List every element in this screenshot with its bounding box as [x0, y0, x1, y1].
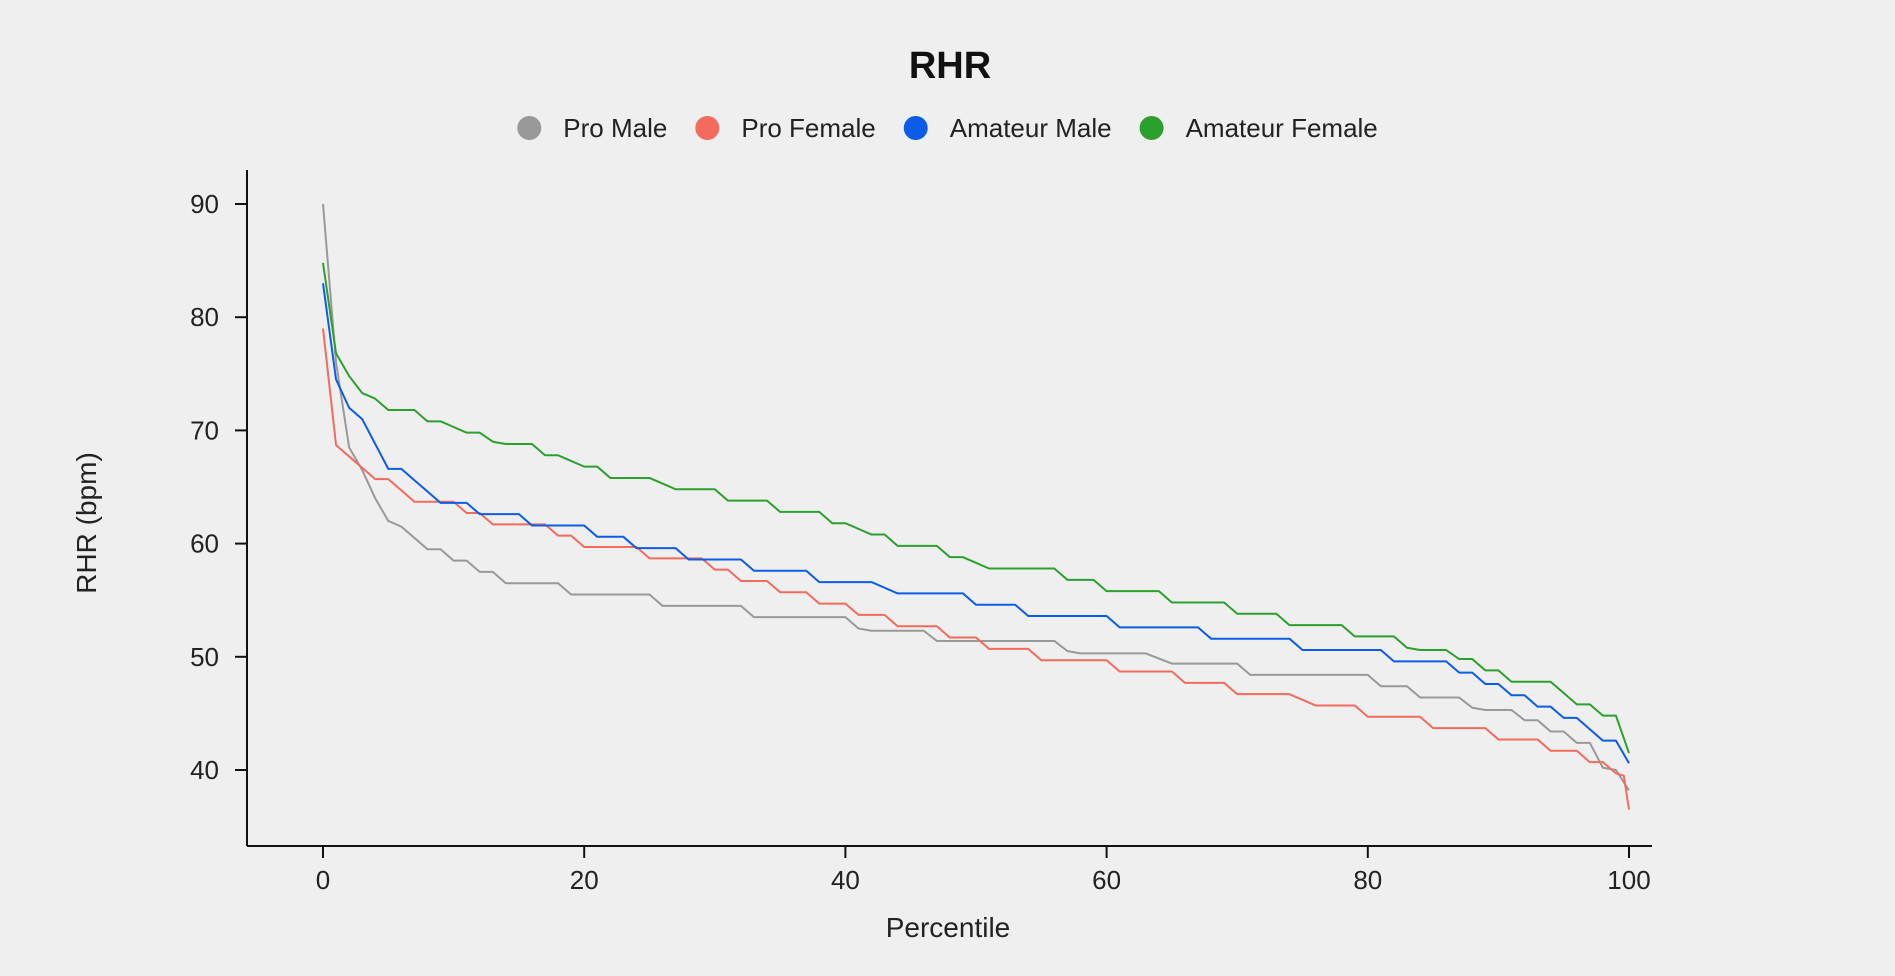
legend-label: Amateur Male: [950, 113, 1112, 143]
y-axis-label: RHR (bpm): [71, 452, 102, 594]
legend-marker: [1139, 116, 1164, 140]
series-lines: [322, 203, 1630, 810]
x-axis-label: Percentile: [886, 912, 1011, 943]
x-tick-label: 80: [1353, 865, 1382, 895]
legend-item: Pro Male: [517, 113, 667, 143]
y-tick-label: 50: [190, 642, 219, 672]
y-tick-label: 40: [190, 755, 219, 785]
legend-marker: [903, 116, 928, 140]
x-tick-label: 40: [831, 865, 860, 895]
legend-label: Pro Male: [563, 113, 667, 143]
series-line-pro-male: [322, 203, 1630, 791]
axes: [246, 170, 1652, 847]
legend-item: Pro Female: [695, 113, 876, 143]
legend-item: Amateur Female: [1139, 113, 1378, 143]
series-line-amateur-female: [322, 262, 1630, 754]
x-tick-label: 60: [1092, 865, 1121, 895]
x-tick-label: 100: [1607, 865, 1650, 895]
chart-legend: Pro Male Pro Female Amateur Male Amateur Fe…: [517, 113, 1378, 143]
legend-marker: [517, 116, 542, 140]
y-tick-label: 70: [190, 415, 219, 445]
legend-label: Amateur Female: [1186, 113, 1378, 143]
x-tick-label: 20: [570, 865, 599, 895]
y-tick-label: 90: [190, 189, 219, 219]
series-line-pro-female: [322, 328, 1630, 810]
legend-item: Amateur Male: [903, 113, 1112, 143]
x-tick-label: 0: [316, 865, 330, 895]
x-axis-ticks: 0 20 40 60 80 100: [316, 846, 1651, 895]
y-tick-label: 60: [190, 529, 219, 559]
series-line-amateur-male: [322, 283, 1630, 764]
chart-title: RHR: [909, 45, 991, 87]
legend-marker: [695, 116, 720, 140]
legend-label: Pro Female: [741, 113, 875, 143]
y-tick-label: 80: [190, 302, 219, 332]
y-axis-ticks: 40 50 60 70 80 90: [190, 189, 247, 785]
